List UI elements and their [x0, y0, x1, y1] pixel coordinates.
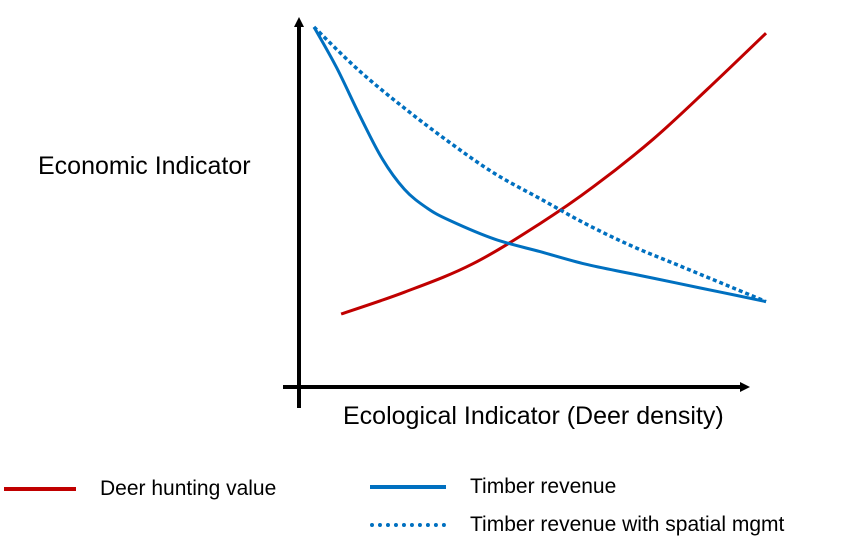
series-line-timber-revenue	[312, 26, 767, 304]
series-line-timber-revenue-with-spatial-mgmt	[312, 25, 767, 304]
series-layer	[312, 25, 768, 316]
legend-label-deer-hunting-value: Deer hunting value	[100, 477, 277, 500]
y-axis-label: Economic Indicator	[38, 152, 251, 180]
legend-swatch-timber-revenue	[370, 485, 446, 489]
legend-swatch-timber-revenue-spatial-mgmt	[370, 523, 446, 527]
legend-label-timber-revenue: Timber revenue	[470, 475, 617, 498]
legend-swatch-deer-hunting-value	[4, 487, 76, 491]
series-line-deer-hunting-value	[340, 32, 768, 316]
x-axis-label: Ecological Indicator (Deer density)	[343, 402, 724, 430]
legend-label-timber-revenue-spatial-mgmt: Timber revenue with spatial mgmt	[470, 513, 785, 536]
